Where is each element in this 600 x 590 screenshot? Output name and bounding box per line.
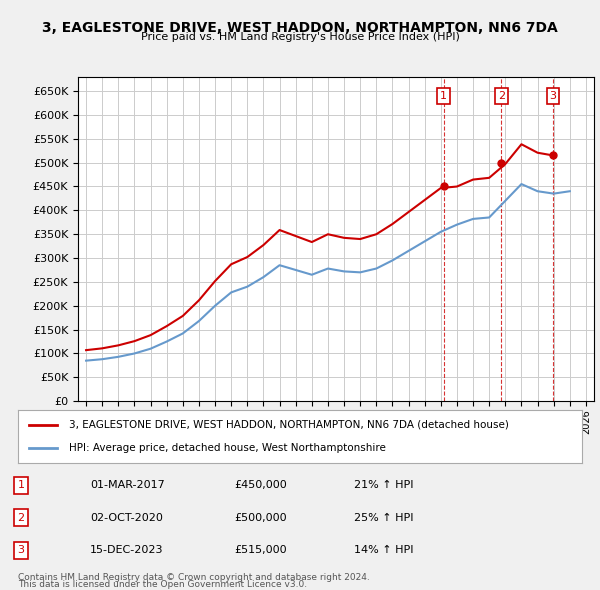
Text: 1: 1 <box>17 480 25 490</box>
Text: 3, EAGLESTONE DRIVE, WEST HADDON, NORTHAMPTON, NN6 7DA: 3, EAGLESTONE DRIVE, WEST HADDON, NORTHA… <box>42 21 558 35</box>
Text: 02-OCT-2020: 02-OCT-2020 <box>90 513 163 523</box>
Text: £515,000: £515,000 <box>234 545 287 555</box>
Text: 3: 3 <box>550 91 557 101</box>
Text: 1: 1 <box>440 91 447 101</box>
Text: 3: 3 <box>17 545 25 555</box>
Text: 21% ↑ HPI: 21% ↑ HPI <box>354 480 413 490</box>
Text: 25% ↑ HPI: 25% ↑ HPI <box>354 513 413 523</box>
Text: 2: 2 <box>498 91 505 101</box>
Text: 14% ↑ HPI: 14% ↑ HPI <box>354 545 413 555</box>
Text: This data is licensed under the Open Government Licence v3.0.: This data is licensed under the Open Gov… <box>18 580 307 589</box>
Text: £450,000: £450,000 <box>234 480 287 490</box>
Text: £500,000: £500,000 <box>234 513 287 523</box>
Text: 15-DEC-2023: 15-DEC-2023 <box>90 545 163 555</box>
Text: 3, EAGLESTONE DRIVE, WEST HADDON, NORTHAMPTON, NN6 7DA (detached house): 3, EAGLESTONE DRIVE, WEST HADDON, NORTHA… <box>69 420 509 430</box>
Text: 01-MAR-2017: 01-MAR-2017 <box>90 480 165 490</box>
Text: Price paid vs. HM Land Registry's House Price Index (HPI): Price paid vs. HM Land Registry's House … <box>140 32 460 42</box>
Text: 2: 2 <box>17 513 25 523</box>
Text: Contains HM Land Registry data © Crown copyright and database right 2024.: Contains HM Land Registry data © Crown c… <box>18 573 370 582</box>
Text: HPI: Average price, detached house, West Northamptonshire: HPI: Average price, detached house, West… <box>69 443 386 453</box>
